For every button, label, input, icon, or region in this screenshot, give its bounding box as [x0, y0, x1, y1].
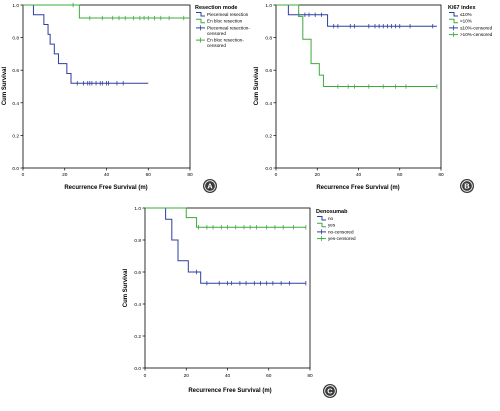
legend-line-swatch: [449, 12, 458, 17]
legend-label: ≤10%: [460, 12, 472, 17]
x-tick-label: 20: [315, 172, 321, 178]
x-tick-label: 0: [144, 373, 147, 379]
legend-title: Ki67 index: [448, 5, 476, 11]
y-tick-label: 0.8: [265, 36, 272, 42]
x-tick-label: 80: [187, 172, 193, 178]
x-axis-label: Recurrence Free Survival (m): [188, 388, 271, 394]
x-tick-label: 40: [104, 172, 110, 178]
legend-label-line: Piecemeal resection-: [207, 25, 250, 30]
x-tick-label: 40: [356, 172, 362, 178]
legend-line-swatch: [317, 216, 326, 221]
chart-panel-a: 0.0 0.2 0.4 0.6 0.8 1.0 0 20 40 60 80 Recurrence Fr…: [2, 2, 250, 193]
y-tick-label: 0.6: [12, 68, 19, 74]
legend-label: no-censored: [328, 229, 354, 234]
legend-label: En bloc resection-censored: [207, 38, 244, 49]
plot-area: [22, 4, 191, 169]
legend-label-line: censored: [207, 31, 226, 36]
legend-label: >10%: [460, 19, 472, 24]
legend-title: Denosumab: [316, 209, 348, 215]
y-tick-label: 0.4: [12, 101, 19, 107]
plot-area: [144, 207, 311, 369]
y-tick-label: 0.0: [12, 166, 19, 172]
x-axis-label: Recurrence Free Survival (m): [316, 185, 399, 191]
y-tick-label: 0.4: [265, 101, 272, 107]
y-axis-label: Cum Survival: [254, 67, 260, 106]
y-tick-label: 1.0: [12, 3, 19, 9]
legend-title: Resection mode: [195, 5, 237, 11]
y-tick-label: 0.8: [12, 36, 19, 42]
legend-label: ≤10%-censored: [460, 25, 493, 30]
x-tick-label: 20: [62, 172, 68, 178]
y-tick-label: 0.0: [265, 166, 272, 172]
y-tick-label: 0.8: [134, 238, 141, 244]
legend-label: no: [328, 216, 334, 221]
legend-label: En bloc resection: [207, 19, 243, 24]
panel-badge-letter: B: [464, 182, 470, 191]
legend-label-line: En bloc resection-: [207, 38, 244, 43]
x-axis-label: Recurrence Free Survival (m): [64, 185, 147, 191]
legend-line-swatch: [449, 18, 458, 24]
y-tick-label: 0.2: [265, 133, 272, 139]
panel-badge: A: [203, 179, 217, 193]
panel-badge-ring: [461, 180, 473, 192]
y-tick-label: 0.4: [134, 302, 141, 308]
panel-badge-letter: C: [327, 387, 333, 396]
x-tick-label: 60: [266, 373, 272, 379]
legend-label-line: censored: [207, 43, 226, 48]
y-tick-label: 0.0: [134, 366, 141, 372]
y-tick-label: 0.6: [265, 68, 272, 74]
series-line-0: [23, 4, 149, 84]
y-tick-label: 0.2: [134, 334, 141, 340]
legend: Ki67 index≤10% >10%≤10%-censored >10%-cens…: [448, 5, 493, 38]
panel-badge-letter: A: [207, 182, 213, 191]
x-tick-label: 40: [225, 373, 231, 379]
legend-label: Piecemeal resection-censored: [207, 25, 250, 36]
x-tick-label: 80: [438, 172, 444, 178]
x-tick-label: 0: [275, 172, 278, 178]
series-line-0: [145, 207, 306, 284]
panel-badge-ring: [324, 385, 336, 397]
y-tick-label: 0.2: [12, 133, 19, 139]
legend-line-swatch: [317, 222, 326, 228]
panel-badge: C: [323, 384, 337, 398]
series-line-1: [145, 207, 306, 228]
panel-badge: B: [460, 179, 474, 193]
x-tick-label: 60: [397, 172, 403, 178]
series-line-1: [276, 4, 437, 87]
y-axis-label: Cum Survival: [123, 269, 129, 308]
y-tick-label: 1.0: [134, 206, 141, 212]
panel-badge-ring: [204, 180, 216, 192]
x-tick-label: 60: [146, 172, 152, 178]
x-tick-label: 20: [184, 373, 190, 379]
legend-label: yes-censored: [328, 236, 356, 241]
y-tick-label: 0.6: [134, 270, 141, 276]
chart-panel-b: 0.0 0.2 0.4 0.6 0.8 1.0 0 20 40 60 80 Recurrence Fr…: [254, 3, 493, 193]
legend-label: yes: [328, 223, 336, 228]
chart-panel-c: 0.0 0.2 0.4 0.6 0.8 1.0 0 20 40 60 80 Recurrence Fr…: [123, 206, 356, 398]
x-tick-label: 80: [307, 373, 313, 379]
legend-label: >10%-censored: [460, 32, 493, 37]
series-line-1: [23, 4, 190, 19]
legend-line-swatch: [196, 18, 205, 24]
legend-label: Piecemeal resection: [207, 12, 249, 17]
y-tick-label: 1.0: [265, 3, 272, 9]
y-axis-label: Cum Survival: [2, 67, 8, 106]
legend-line-swatch: [196, 12, 205, 17]
x-tick-label: 0: [22, 172, 25, 178]
